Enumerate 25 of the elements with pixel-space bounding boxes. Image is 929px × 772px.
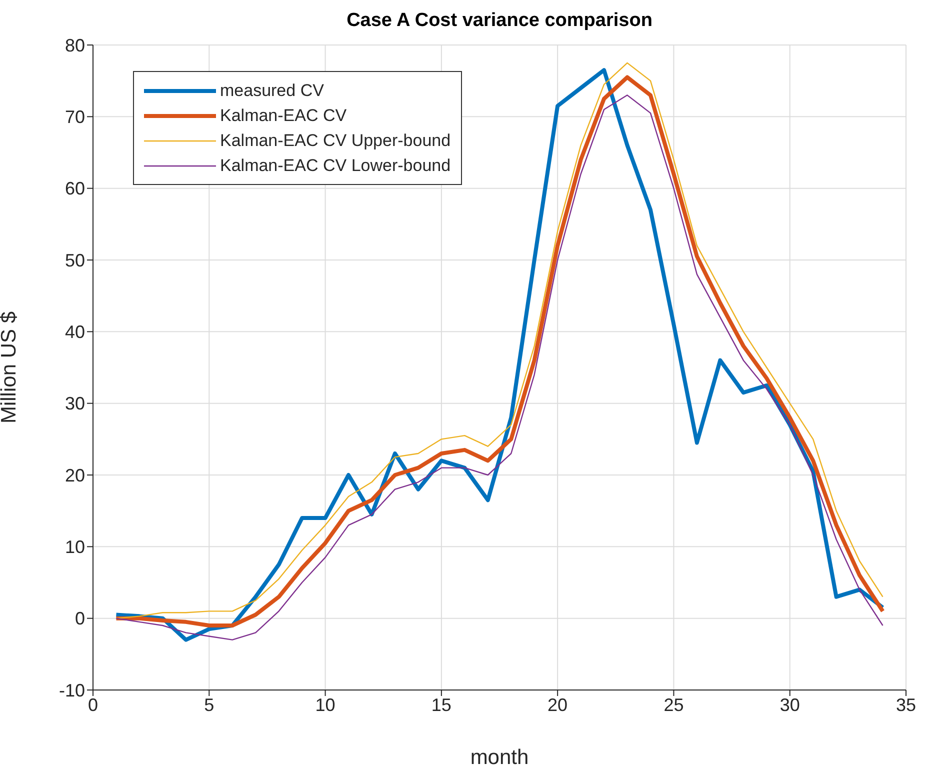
x-tick-label: 0 — [88, 694, 98, 715]
y-tick-label: 60 — [64, 178, 85, 199]
x-axis-title: month — [470, 746, 529, 769]
y-tick-label: -10 — [58, 680, 85, 700]
x-tick-label: 15 — [431, 694, 452, 715]
x-tick-label: 20 — [548, 694, 568, 715]
y-axis-title: Million US $ — [0, 311, 20, 424]
y-tick-label: 10 — [64, 537, 85, 558]
x-tick-label: 30 — [780, 694, 800, 715]
legend-label: Kalman-EAC CV — [220, 106, 347, 126]
x-tick-label: 35 — [896, 694, 916, 715]
x-tick-label: 5 — [204, 694, 214, 715]
x-tick-label: 25 — [664, 694, 684, 715]
y-tick-label: 80 — [64, 35, 85, 56]
x-tick-label: 10 — [315, 694, 336, 715]
y-tick-label: 20 — [64, 465, 85, 486]
y-tick-label: 70 — [64, 107, 85, 128]
legend-label: Kalman-EAC CV Lower-bound — [220, 156, 451, 176]
y-tick-label: 0 — [74, 608, 85, 629]
legend-label: Kalman-EAC CV Upper-bound — [220, 130, 451, 150]
y-tick-label: 30 — [64, 394, 85, 414]
y-tick-label: 50 — [64, 250, 85, 270]
legend-label: measured CV — [220, 80, 324, 100]
chart-title: Case A Cost variance comparison — [346, 10, 654, 32]
y-tick-label: 40 — [64, 322, 85, 342]
